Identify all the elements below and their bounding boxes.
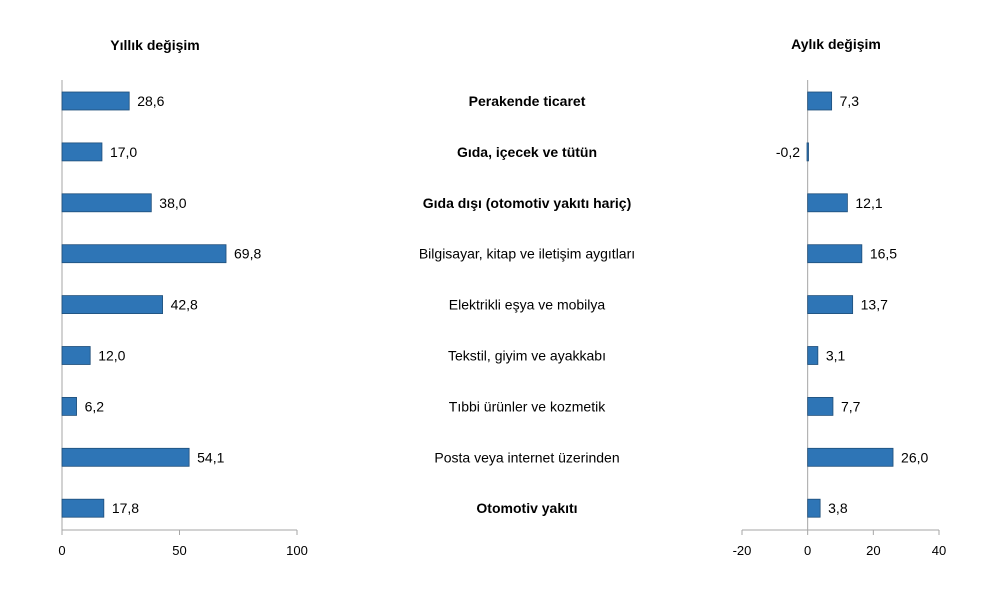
annual-tick-label: 50 [172,543,186,558]
category-label: Tekstil, giyim ve ayakkabı [448,348,606,364]
annual-tick-label: 100 [286,543,308,558]
category-label: Gıda dışı (otomotiv yakıtı hariç) [423,195,631,211]
monthly-bar [807,346,819,365]
annual-bar [61,346,91,365]
monthly-bar [806,142,809,162]
annual-value-label: 54,1 [197,449,224,465]
annual-tick-label: 0 [58,543,65,558]
annual-bar [61,142,103,162]
monthly-tick-label: -20 [733,543,752,558]
monthly-value-label: 12,1 [855,195,882,211]
monthly-change-title: Aylık değişim [791,36,881,52]
category-label: Perakende ticaret [469,93,586,109]
category-label: Elektrikli eşya ve mobilya [449,297,606,313]
monthly-tick-label: 40 [932,543,946,558]
monthly-bar [807,396,834,416]
annual-value-label: 12,0 [98,348,125,364]
monthly-bar [807,91,833,111]
category-label: Posta veya internet üzerinden [434,449,619,465]
monthly-bar [807,498,821,518]
monthly-value-label: 7,3 [840,93,860,109]
category-labels: Perakende ticaret Gıda, içecek ve tütün Gı… [419,93,635,516]
monthly-bar [807,193,848,213]
annual-value-label: 6,2 [85,398,105,414]
monthly-value-label: 7,7 [841,398,861,414]
monthly-value-label: -0,2 [776,144,800,160]
annual-bar [61,396,77,416]
annual-change-title: Yıllık değişim [110,37,199,53]
annual-bar [61,244,227,264]
monthly-value-label: 3,1 [826,348,846,364]
annual-value-label: 38,0 [159,195,186,211]
category-label: Bilgisayar, kitap ve iletişim aygıtları [419,246,635,262]
monthly-tick-label: 20 [866,543,880,558]
annual-value-label: 17,8 [112,500,139,516]
monthly-value-label: 16,5 [870,246,897,262]
category-label: Otomotiv yakıtı [476,500,577,516]
annual-bar [61,91,130,111]
annual-value-label: 42,8 [171,297,198,313]
monthly-bar [807,244,863,264]
monthly-bar [807,295,854,315]
monthly-tick-label: 0 [804,543,811,558]
annual-value-label: 28,6 [137,93,164,109]
annual-value-label: 17,0 [110,144,137,160]
monthly-change-panel: -20 0 20 40 7,3 -0,2 12,1 16,5 13,7 3,1 7,7 26,0 3,8 [733,80,946,558]
annual-bar [61,295,163,315]
monthly-value-label: 13,7 [861,297,888,313]
annual-bar [61,447,190,467]
annual-change-panel: 0 50 100 28,6 17,0 38,0 69,8 42,8 12,0 6,2 54,1 17,… [58,80,308,558]
monthly-value-label: 3,8 [828,500,848,516]
annual-value-label: 69,8 [234,246,261,262]
category-label: Gıda, içecek ve tütün [457,144,597,160]
annual-bar [61,193,152,213]
category-label: Tıbbi ürünler ve kozmetik [449,398,606,414]
monthly-bar [807,447,894,467]
annual-bar [61,498,105,518]
monthly-value-label: 26,0 [901,449,928,465]
